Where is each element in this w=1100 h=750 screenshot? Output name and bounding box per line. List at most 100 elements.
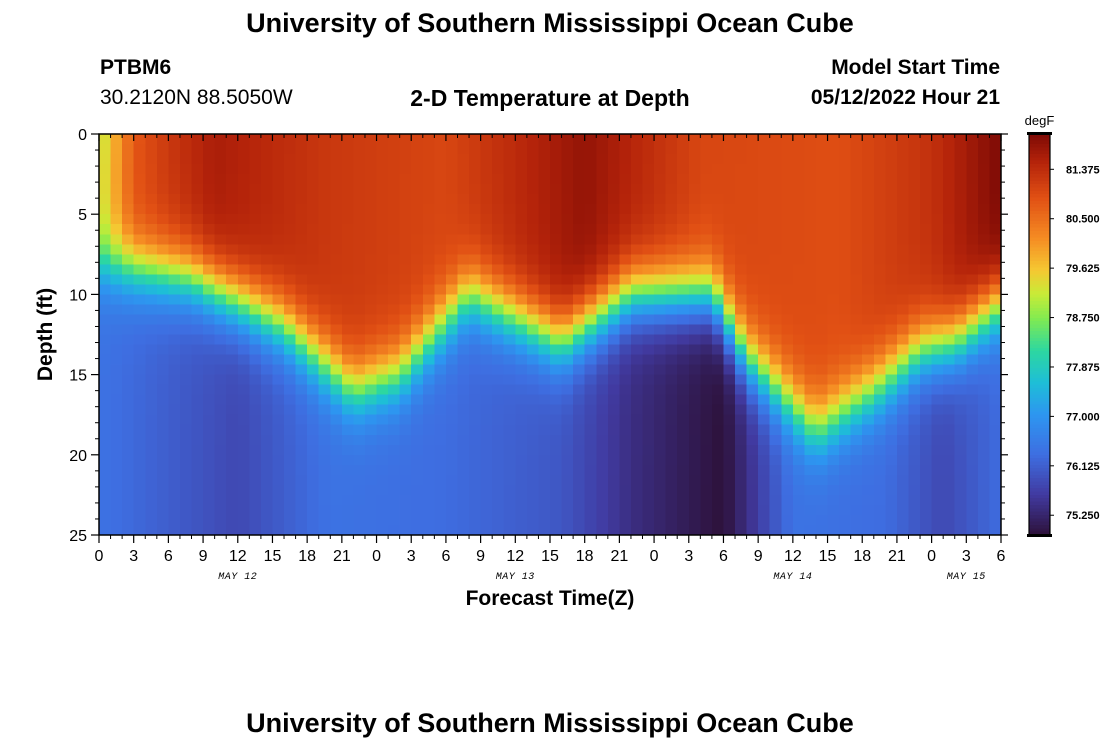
x-tick-label: 9 (199, 548, 208, 565)
heatmap-cell (145, 434, 158, 446)
heatmap-cell (792, 294, 806, 306)
heatmap-cell (873, 424, 886, 436)
heatmap-cell (850, 314, 863, 326)
heatmap-cell (330, 144, 343, 155)
heatmap-cell (954, 414, 967, 426)
heatmap-cell (815, 174, 829, 185)
heatmap-cell (792, 354, 806, 366)
heatmap-cell (827, 454, 840, 466)
x-tick-label: 3 (962, 548, 971, 565)
heatmap-cell (781, 394, 794, 406)
heatmap-cell (792, 284, 806, 295)
heatmap-cell (630, 524, 644, 536)
heatmap-cell (746, 394, 759, 406)
heatmap-cell (411, 344, 424, 356)
heatmap-cell (203, 434, 216, 446)
heatmap-cell (862, 494, 875, 506)
heatmap-cell (723, 194, 736, 205)
heatmap-cell (677, 254, 690, 265)
heatmap-cell (804, 454, 817, 466)
colorbar-segment (1029, 150, 1050, 155)
heatmap-cell (318, 294, 331, 306)
heatmap-cell (295, 424, 308, 436)
heatmap-cell (688, 224, 701, 235)
heatmap-cell (260, 244, 274, 255)
heatmap-cell (966, 244, 979, 255)
heatmap-cell (318, 184, 331, 195)
heatmap-cell (214, 314, 227, 326)
heatmap-cell (376, 464, 389, 476)
heatmap-cell (769, 474, 782, 486)
heatmap-cell (364, 304, 378, 316)
heatmap-cell (295, 314, 308, 326)
heatmap-cell (237, 304, 250, 316)
heatmap-cell (388, 434, 401, 446)
heatmap-cell (920, 514, 933, 526)
heatmap-cell (758, 144, 771, 155)
heatmap-cell (249, 394, 262, 406)
heatmap-cell (781, 444, 794, 456)
heatmap-cell (364, 254, 378, 265)
heatmap-cell (295, 364, 308, 376)
heatmap-cell (110, 424, 123, 436)
heatmap-cell (469, 424, 482, 436)
heatmap-cell (700, 134, 713, 145)
heatmap-cell (943, 394, 956, 406)
heatmap-cell (330, 494, 343, 506)
heatmap-cell (237, 214, 250, 225)
heatmap-cell (943, 514, 956, 526)
heatmap-cell (191, 244, 204, 255)
colorbar-segment (1029, 421, 1050, 426)
heatmap-cell (885, 384, 898, 396)
heatmap-cell (388, 384, 401, 396)
heatmap-cell (492, 464, 505, 476)
heatmap-cell (839, 304, 852, 316)
heatmap-cell (688, 294, 701, 306)
heatmap-cell (110, 444, 123, 456)
heatmap-cell (434, 214, 447, 225)
heatmap-cell (307, 384, 320, 396)
heatmap-cell (122, 414, 135, 426)
heatmap-cell (145, 494, 158, 506)
heatmap-cell (203, 354, 216, 366)
heatmap-cell (411, 454, 424, 466)
heatmap-cell (434, 244, 447, 255)
heatmap-cell (573, 194, 586, 205)
heatmap-cell (353, 394, 366, 406)
heatmap-cell (931, 364, 944, 376)
heatmap-cell (573, 264, 586, 275)
heatmap-cell (295, 474, 308, 486)
heatmap-cell (746, 134, 759, 145)
heatmap-cell (515, 464, 528, 476)
heatmap-cell (735, 354, 748, 366)
heatmap-cell (827, 404, 840, 416)
heatmap-cell (399, 504, 412, 516)
heatmap-cell (943, 404, 956, 416)
heatmap-cell (411, 504, 424, 516)
heatmap-cell (792, 484, 806, 496)
heatmap-cell (203, 504, 216, 516)
heatmap-cell (272, 294, 285, 306)
y-tick-label: 0 (78, 127, 87, 144)
heatmap-cell (920, 204, 933, 215)
heatmap-cell (654, 294, 667, 306)
heatmap-cell (804, 204, 817, 215)
heatmap-cell (654, 224, 667, 235)
heatmap-cell (434, 394, 447, 406)
heatmap-cell (573, 294, 586, 306)
heatmap-cell (99, 414, 112, 426)
heatmap-cell (538, 414, 551, 426)
heatmap-cell (526, 234, 540, 245)
heatmap-cell (550, 204, 563, 215)
heatmap-cell (318, 414, 331, 426)
heatmap-cell (573, 464, 586, 476)
heatmap-cell (908, 214, 921, 225)
heatmap-cell (815, 204, 829, 215)
heatmap-cell (469, 384, 482, 396)
heatmap-cell (665, 394, 678, 406)
heatmap-cell (885, 414, 898, 426)
heatmap-cell (989, 214, 1002, 225)
heatmap-cell (943, 524, 956, 536)
heatmap-cell (677, 324, 690, 336)
heatmap-cell (318, 514, 331, 526)
